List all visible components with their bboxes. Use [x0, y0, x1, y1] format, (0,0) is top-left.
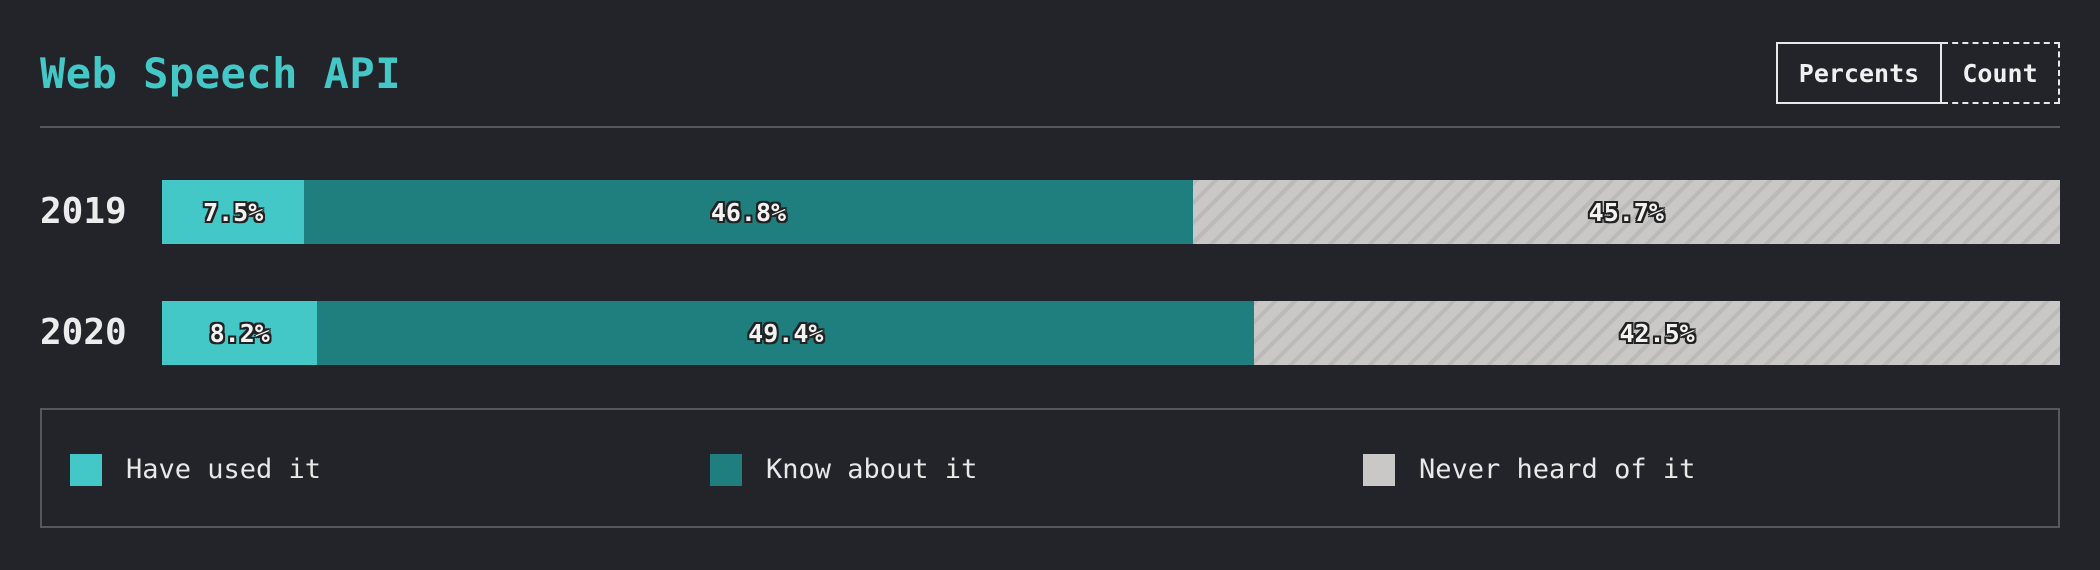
count-button[interactable]: Count: [1942, 42, 2060, 104]
legend-swatch-never-heard: [1363, 454, 1395, 486]
percents-button[interactable]: Percents: [1776, 42, 1942, 104]
legend-label-never-heard: Never heard of it: [1419, 454, 1696, 485]
header-divider: [40, 126, 2060, 128]
bar-segment-2020-have-used: 8.2%: [162, 301, 318, 365]
row-label-2019: 2019: [40, 191, 127, 232]
legend-item-never-heard[interactable]: Never heard of it: [1363, 454, 1695, 486]
bar-segment-2019-never-heard: 45.7%: [1192, 180, 2060, 244]
bar-segment-2020-know-about: 49.4%: [317, 301, 1255, 365]
legend-item-know-about[interactable]: Know about it: [710, 454, 977, 486]
legend-swatch-have-used: [70, 454, 102, 486]
legend-label-know-about: Know about it: [766, 454, 978, 485]
chart-legend: Have used it Know about it Never heard o…: [40, 408, 2060, 528]
bar-segment-2019-have-used: 7.5%: [162, 180, 305, 244]
bar-segment-2019-know-about: 46.8%: [304, 180, 1193, 244]
legend-item-have-used[interactable]: Have used it: [70, 454, 321, 486]
bar-2020: 8.2% 49.4% 42.5%: [162, 301, 2060, 365]
unit-toggle: Percents Count: [1776, 42, 2060, 104]
bar-2019: 7.5% 46.8% 45.7%: [162, 180, 2060, 244]
bar-segment-2020-never-heard: 42.5%: [1254, 301, 2060, 365]
legend-label-have-used: Have used it: [126, 454, 322, 485]
row-label-2020: 2020: [40, 312, 127, 353]
legend-swatch-know-about: [710, 454, 742, 486]
chart-title: Web Speech API: [40, 49, 402, 98]
